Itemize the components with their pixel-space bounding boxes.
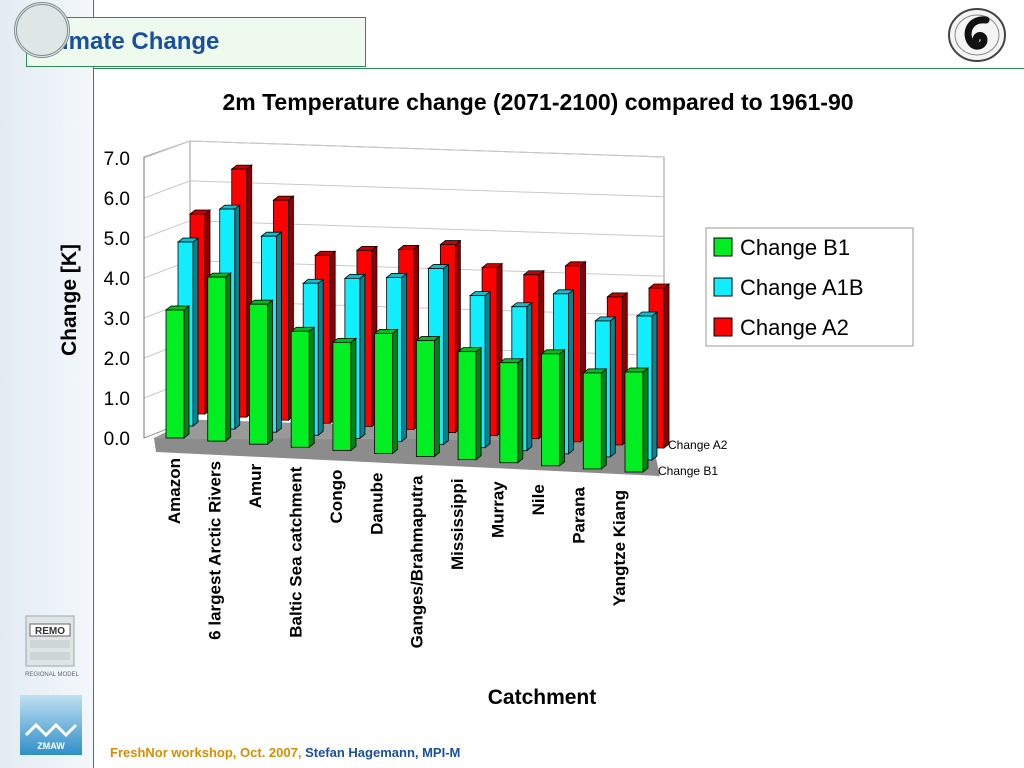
bar-marks [164, 164, 671, 473]
header-rule [93, 68, 1024, 69]
legend-box [705, 227, 914, 347]
floor-front [154, 438, 660, 476]
x-tick-label: 6 largest Arctic Rivers [205, 461, 224, 640]
footer: FreshNor workshop, Oct. 2007, Stefan Hag… [110, 745, 460, 760]
x-tick-label: Parana [570, 487, 589, 544]
mpi-logo-icon [948, 8, 1006, 62]
y-tick-label: 6.0 [104, 189, 130, 210]
remo-ring-text: REGIONAL MODEL [25, 672, 79, 678]
legend: Change B1 Change A1B Change A2 [705, 227, 914, 347]
depth-axis-labels: Change A2 Change B1 [658, 438, 728, 478]
remo-logo-text: REMO [35, 626, 65, 637]
x-tick-label: Nile [529, 484, 548, 515]
y-tick-label: 7.0 [104, 149, 130, 170]
legend-swatch [713, 317, 733, 337]
legend-swatch [713, 277, 733, 297]
title-box [26, 17, 366, 67]
y-tick-label: 4.0 [104, 269, 130, 290]
x-tick-label: Baltic Sea catchment [286, 466, 305, 637]
x-tick-label: Mississippi [448, 478, 467, 570]
bar-b1 [456, 346, 483, 461]
zmaw-logo-text: ZMAW [37, 741, 65, 751]
footer-author: Stefan Hagemann, MPI-M [305, 745, 461, 760]
y-tick-label: 3.0 [104, 309, 130, 330]
y-axis-ticks: 0.0 1.0 2.0 3.0 4.0 5.0 6.0 7.0 [104, 149, 130, 450]
remo-logo-icon: REMO REGIONAL MODEL [25, 615, 80, 678]
bar-b1 [290, 326, 316, 449]
x-tick-label: Ganges/Brahmaputra [408, 475, 427, 648]
x-tick-label: Danube [367, 473, 386, 535]
bar-b1 [164, 305, 191, 439]
x-tick-label: Congo [327, 470, 346, 524]
x-tick-label: Amazon [165, 458, 184, 524]
depth-axis-label: Change A2 [668, 438, 728, 452]
bar-b1 [415, 335, 441, 458]
chart-title: 2m Temperature change (2071-2100) compar… [222, 89, 853, 115]
footer-event: FreshNor workshop, Oct. 2007, [110, 745, 302, 760]
depth-axis-label: Change B1 [658, 464, 718, 478]
y-tick-label: 1.0 [104, 389, 130, 410]
gridline [143, 140, 665, 159]
x-tick-label: Murray [489, 481, 508, 538]
gridline [143, 180, 665, 199]
legend-swatch [713, 237, 733, 257]
bar-b1 [498, 357, 524, 464]
x-axis-label: Catchment [488, 686, 597, 709]
institute-seal-logo [14, 2, 70, 58]
bar-b1 [206, 272, 232, 442]
y-axis-label: Change [K] [58, 244, 81, 356]
bar-b1 [623, 367, 650, 473]
y-tick-label: 0.0 [104, 429, 130, 450]
y-tick-label: 5.0 [104, 229, 130, 250]
legend-label: Change A2 [740, 315, 849, 340]
bar-b1 [331, 337, 358, 452]
zmaw-logo-icon: ZMAW [20, 695, 82, 755]
legend-label: Change B1 [740, 235, 850, 260]
x-tick-label: Yangtze Kiang [610, 490, 629, 606]
bar-b1 [540, 348, 566, 467]
bar-b1 [582, 368, 608, 470]
y-tick-label: 2.0 [104, 349, 130, 370]
bar-b1 [248, 299, 274, 446]
x-tick-label: Amur [246, 463, 265, 508]
legend-label: Change A1B [740, 275, 864, 300]
bar-b1 [373, 328, 399, 455]
x-axis-ticks: Amazon 6 largest Arctic Rivers Amur Baltic … [165, 458, 629, 648]
